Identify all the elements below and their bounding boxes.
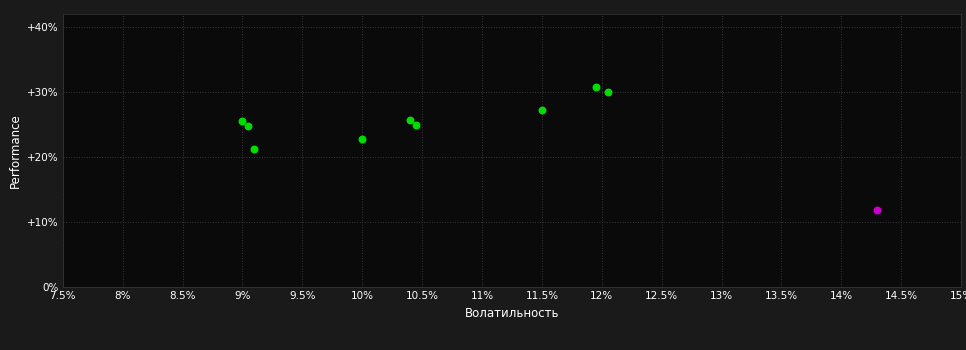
Y-axis label: Performance: Performance: [9, 113, 21, 188]
X-axis label: Волатильность: Волатильность: [465, 307, 559, 320]
Point: [588, 84, 604, 90]
Point: [600, 89, 615, 95]
Point: [869, 208, 885, 213]
Point: [246, 146, 262, 151]
Point: [403, 117, 418, 123]
Point: [241, 124, 256, 129]
Point: [409, 122, 424, 127]
Point: [534, 107, 550, 113]
Point: [355, 136, 370, 142]
Point: [235, 118, 250, 124]
